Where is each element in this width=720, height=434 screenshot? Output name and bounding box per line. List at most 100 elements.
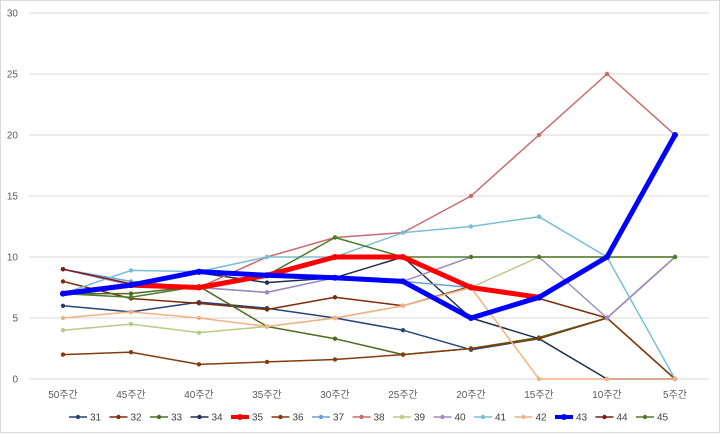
data-point	[604, 254, 610, 260]
legend-marker	[480, 414, 486, 420]
data-point	[60, 328, 66, 333]
series-line-36	[62, 317, 676, 380]
data-point	[468, 315, 474, 321]
data-point	[60, 290, 66, 297]
data-point	[264, 324, 270, 329]
legend-marker	[359, 414, 364, 420]
data-point	[196, 301, 202, 306]
data-point	[536, 336, 542, 341]
x-axis-tick-labels: 50주간 45주간 40주간 35주간 30주간 25주간 20주간 15주간 10주간 5주간	[48, 389, 687, 401]
legend-item-38: 38	[352, 413, 386, 424]
legend-marker	[278, 414, 283, 420]
data-point	[60, 267, 66, 272]
data-point	[264, 290, 270, 295]
data-point	[196, 284, 202, 291]
legend-label: 31	[90, 413, 102, 424]
legend-label: 44	[617, 413, 629, 424]
data-point	[400, 303, 406, 308]
legend-marker	[561, 414, 567, 420]
x-tick-label: 50주간	[48, 389, 78, 401]
y-axis-tick-labels: 0 5 10 15 20 25 30	[7, 9, 19, 386]
series-line-41	[62, 215, 676, 380]
data-point	[196, 362, 202, 367]
data-point	[196, 315, 202, 321]
y-tick-label: 15	[7, 192, 19, 203]
data-point	[196, 330, 202, 335]
legend-marker	[237, 414, 243, 420]
data-point	[468, 346, 474, 351]
data-point	[332, 315, 338, 321]
legend-item-40: 40	[433, 413, 467, 424]
data-point	[60, 279, 66, 284]
data-point	[400, 230, 406, 235]
data-point	[400, 278, 406, 285]
data-point	[536, 294, 542, 301]
data-point	[264, 280, 270, 285]
legend-item-35: 35	[231, 413, 264, 424]
x-tick-label: 45주간	[116, 389, 146, 401]
legend-label: 40	[455, 413, 467, 424]
series-line-45	[62, 236, 676, 299]
legend-item-39: 39	[393, 413, 426, 424]
data-point	[128, 295, 134, 300]
data-point	[332, 295, 338, 300]
data-point	[60, 303, 66, 308]
x-tick-label: 15주간	[524, 389, 554, 401]
legend-label: 36	[293, 413, 305, 424]
legend-label: 43	[576, 413, 588, 424]
legend-marker	[156, 414, 162, 420]
legend-label: 34	[212, 413, 224, 424]
data-point	[128, 268, 134, 273]
data-point	[332, 254, 338, 260]
data-point	[128, 291, 134, 296]
legend-label: 33	[171, 413, 183, 424]
legend-marker	[602, 414, 607, 420]
legend-item-33: 33	[150, 413, 183, 424]
legend-item-36: 36	[271, 413, 305, 424]
legend-marker	[116, 414, 121, 420]
data-point	[332, 274, 338, 281]
data-point	[400, 254, 406, 260]
data-point	[400, 328, 406, 333]
data-point	[468, 254, 474, 260]
y-tick-label: 25	[7, 70, 19, 81]
y-tick-label: 5	[12, 314, 18, 325]
y-tick-label: 30	[7, 9, 19, 20]
x-tick-label: 35주간	[252, 389, 282, 401]
x-tick-label: 20주간	[456, 389, 486, 401]
legend-label: 45	[657, 413, 669, 424]
data-point	[128, 282, 134, 289]
legend-label: 32	[131, 413, 143, 424]
legend-item-41: 41	[474, 413, 507, 424]
x-tick-label: 30주간	[320, 389, 350, 401]
series-43	[60, 132, 678, 321]
x-tick-label: 5주간	[663, 389, 687, 401]
legend-item-43: 43	[555, 413, 588, 424]
legend-label: 39	[414, 413, 426, 424]
y-tick-label: 0	[12, 375, 18, 386]
data-point	[604, 315, 610, 321]
data-point	[60, 315, 66, 321]
data-point	[128, 349, 134, 355]
data-point	[332, 357, 338, 362]
data-point	[128, 321, 134, 327]
data-point	[332, 235, 338, 240]
series-line-43	[60, 132, 678, 321]
legend-label: 38	[374, 413, 386, 424]
series-line-42	[62, 286, 676, 380]
legend-marker	[399, 414, 405, 420]
series-line-32	[62, 256, 676, 319]
legend-item-34: 34	[190, 413, 224, 424]
series-lines	[60, 71, 678, 382]
x-tick-label: 25주간	[388, 389, 418, 401]
legend-label: 41	[495, 413, 507, 424]
data-point	[672, 132, 678, 138]
legend-item-31: 31	[69, 413, 102, 424]
legend-item-32: 32	[109, 413, 143, 424]
data-point	[604, 376, 610, 382]
series-36	[60, 315, 678, 382]
legend-marker	[197, 414, 202, 420]
data-point	[468, 284, 474, 291]
y-tick-label: 10	[7, 253, 19, 264]
